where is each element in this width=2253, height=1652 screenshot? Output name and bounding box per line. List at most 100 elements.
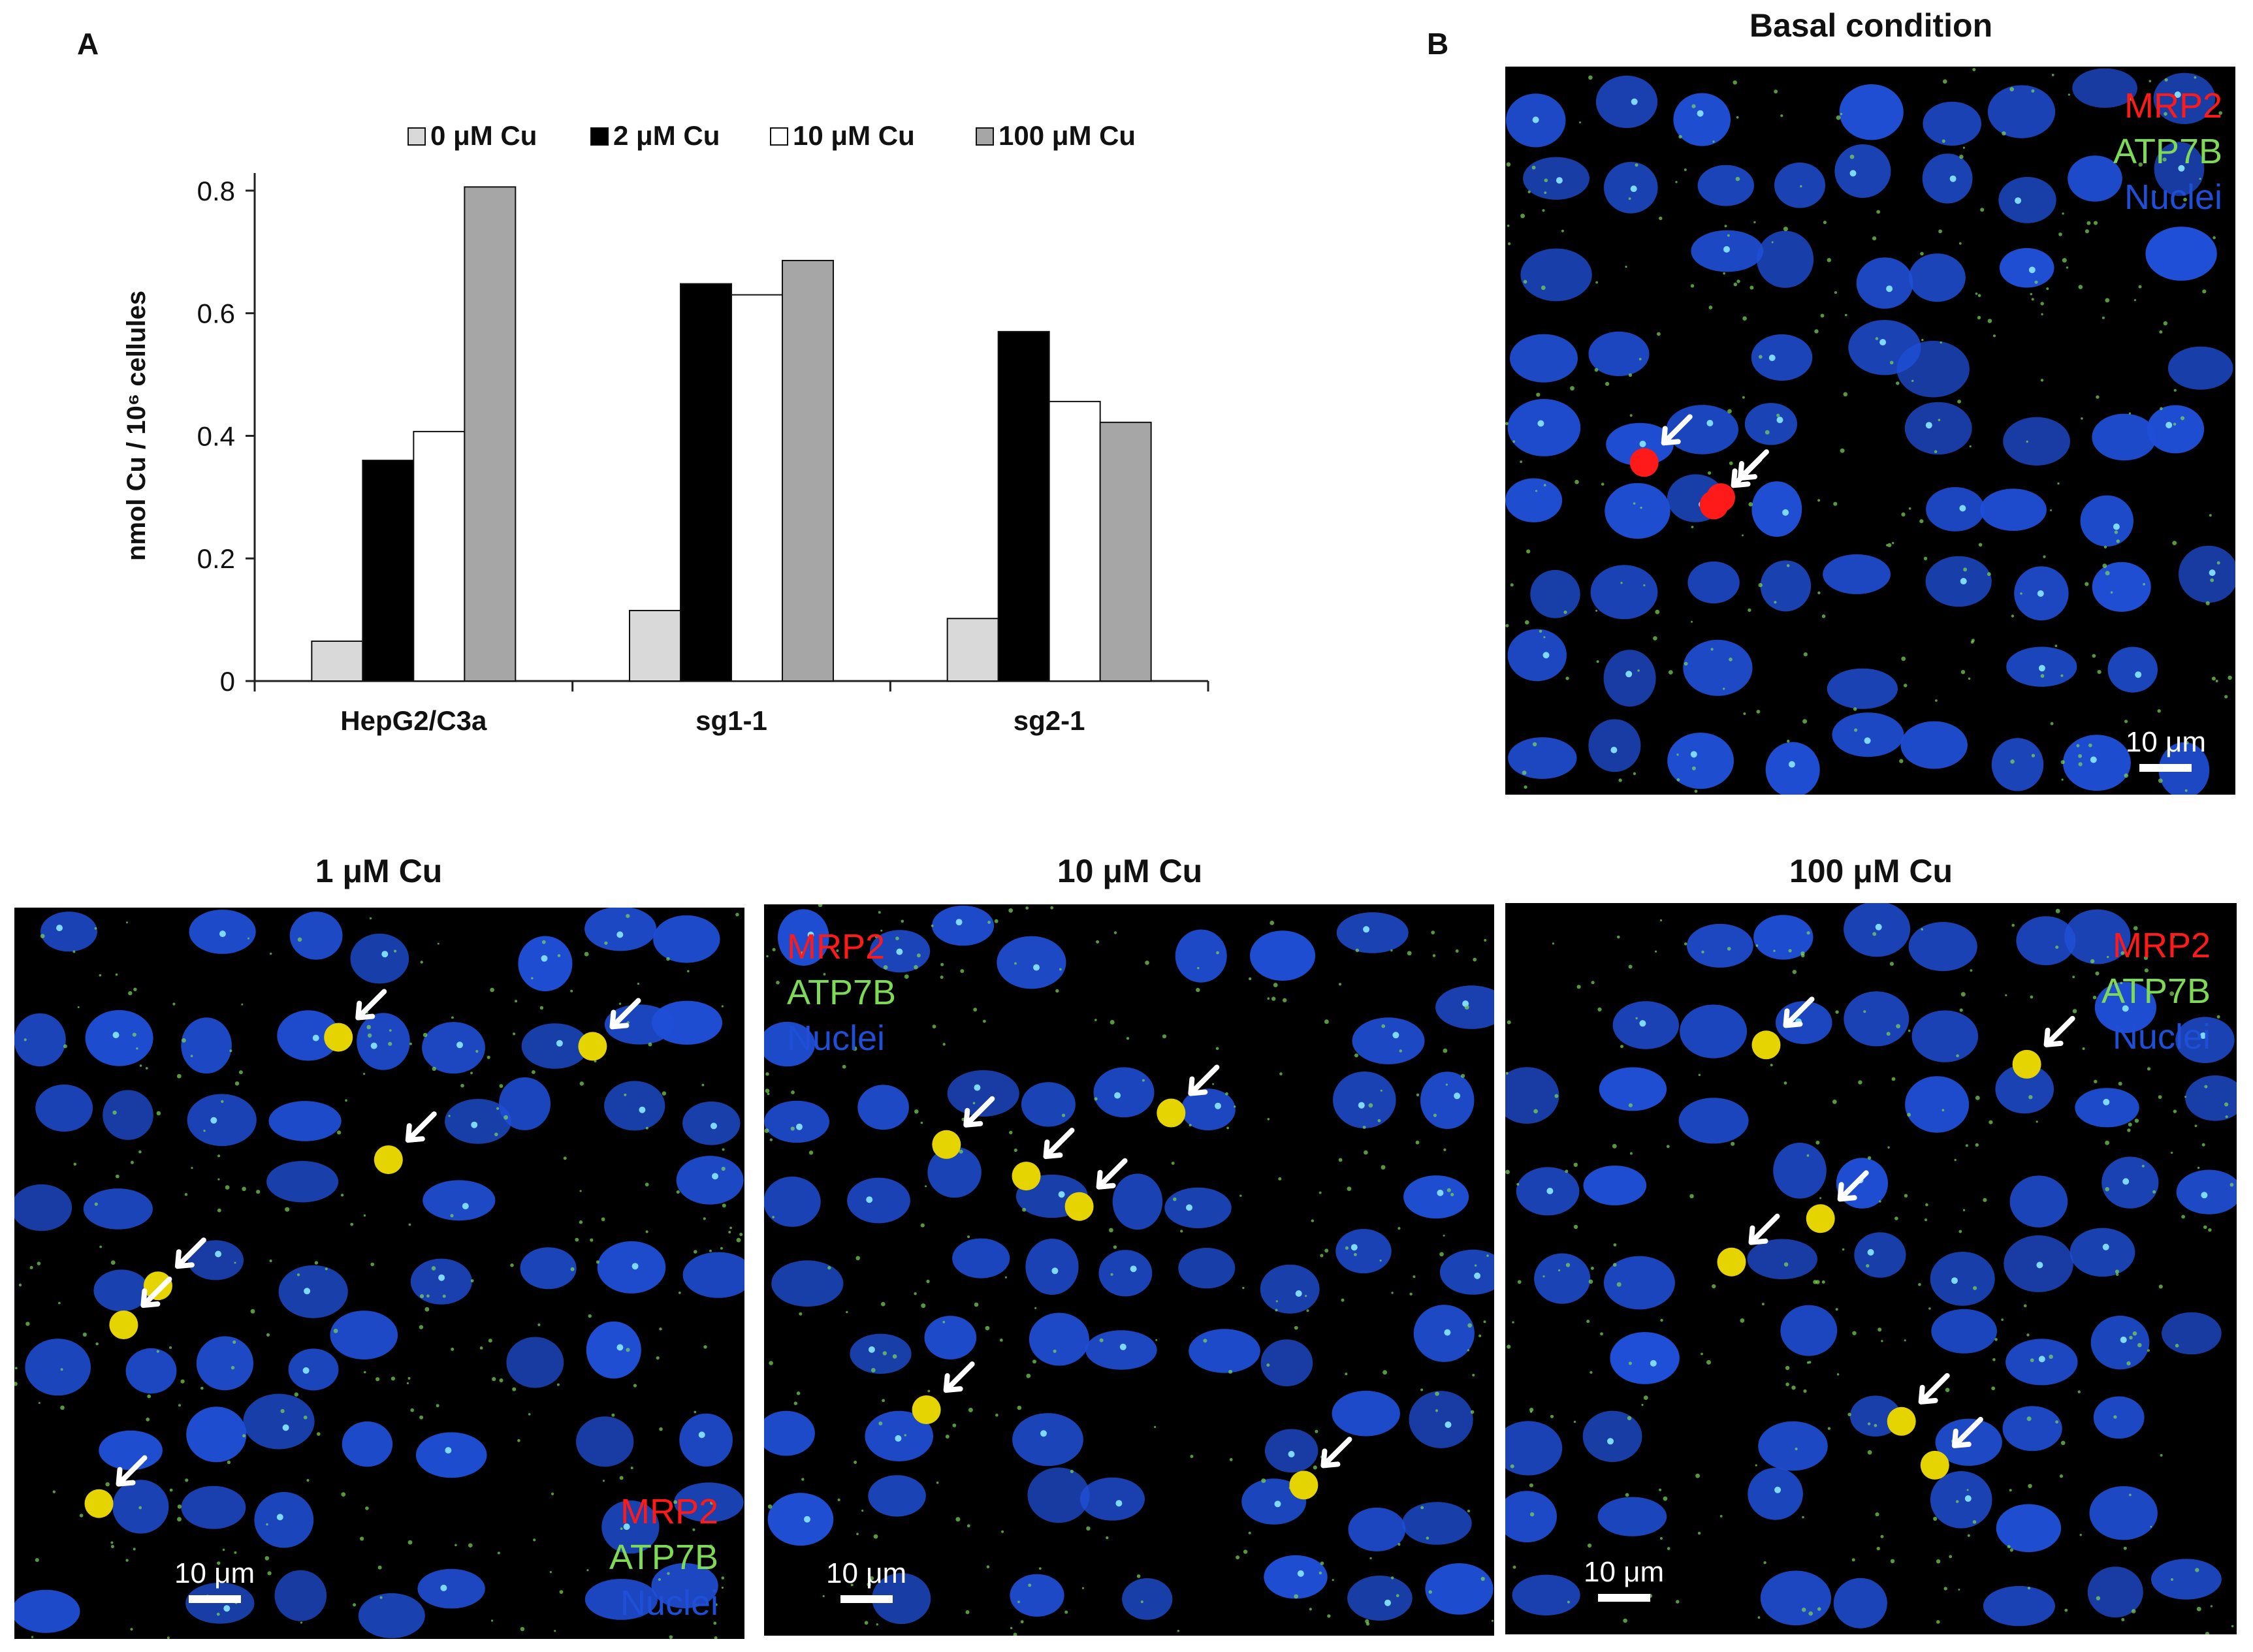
atp7b-speck <box>590 1238 594 1242</box>
canalicular-spot <box>84 1489 114 1518</box>
atp7b-speck <box>1275 1309 1278 1312</box>
atp7b-speck <box>1197 966 1200 970</box>
atp7b-speck <box>765 1072 769 1076</box>
nucleus <box>932 905 995 946</box>
atp7b-speck <box>1983 1198 1987 1202</box>
atp7b-speck <box>1740 1318 1745 1323</box>
atp7b-speck <box>130 1628 133 1631</box>
atp7b-speck <box>1887 1146 1890 1149</box>
atp7b-speck <box>1635 163 1638 167</box>
canalicular-spot <box>1920 1450 1949 1480</box>
atp7b-speck <box>1432 954 1436 957</box>
atp7b-speck <box>1934 450 1938 453</box>
atp7b-speck <box>846 1310 848 1314</box>
nucleolus <box>1532 116 1539 123</box>
nucleolus <box>2038 1356 2045 1363</box>
atp7b-speck <box>2040 674 2045 678</box>
legend-atp7b: ATP7B <box>2101 972 2211 1011</box>
atp7b-speck <box>1533 1109 1538 1114</box>
atp7b-speck <box>419 1415 424 1420</box>
atp7b-speck <box>1266 1363 1270 1367</box>
atp7b-speck <box>1967 1534 1970 1537</box>
atp7b-speck <box>492 1377 496 1382</box>
atp7b-speck <box>1439 1252 1444 1257</box>
nucleus <box>1773 1143 1827 1199</box>
atp7b-speck <box>551 1492 554 1495</box>
nucleus <box>422 1022 485 1074</box>
atp7b-speck <box>63 1044 67 1049</box>
panel-letter-b: B <box>1427 27 1449 61</box>
atp7b-speck <box>864 1621 869 1625</box>
atp7b-speck <box>659 1427 663 1431</box>
scale-bar-line <box>2139 764 2192 772</box>
cu10-title: 10 μM Cu <box>1057 853 1203 889</box>
nucleus <box>1079 1477 1145 1521</box>
atp7b-speck <box>619 1476 624 1480</box>
atp7b-speck <box>855 1256 860 1261</box>
atp7b-speck <box>1155 1339 1158 1341</box>
atp7b-speck <box>2132 1331 2137 1336</box>
atp7b-speck <box>1505 624 1509 627</box>
atp7b-speck <box>172 1002 176 1006</box>
atp7b-speck <box>648 1042 652 1047</box>
atp7b-speck <box>1820 313 1825 318</box>
nucleus <box>1687 923 1753 968</box>
atp7b-speck <box>1381 1024 1386 1028</box>
atp7b-speck <box>666 957 670 961</box>
atp7b-speck <box>1413 1275 1416 1279</box>
atp7b-speck <box>1472 1374 1475 1376</box>
atp7b-speck <box>270 952 272 955</box>
atp7b-speck <box>2120 951 2125 955</box>
atp7b-speck <box>490 1619 494 1622</box>
atp7b-speck <box>1821 1280 1825 1284</box>
y-tick-label: 0.2 <box>197 543 235 574</box>
legend-swatch-1 <box>590 127 609 146</box>
canalicular-spot <box>1012 1162 1041 1191</box>
legend-atp7b: ATP7B <box>609 1538 718 1577</box>
atp7b-speck <box>2072 1009 2077 1013</box>
atp7b-speck <box>1180 1230 1183 1233</box>
atp7b-speck <box>793 1401 797 1405</box>
atp7b-speck <box>2090 959 2095 964</box>
atp7b-speck <box>266 1523 268 1526</box>
nucleus <box>1775 1001 1832 1044</box>
nucleus <box>1909 253 1966 302</box>
nucleus <box>1582 1410 1642 1462</box>
atp7b-speck <box>531 977 534 979</box>
bar-2-1 <box>997 330 1050 682</box>
atp7b-speck <box>1776 413 1780 417</box>
atp7b-speck <box>1867 1156 1872 1160</box>
atp7b-speck <box>2043 555 2046 558</box>
atp7b-speck <box>2154 191 2156 193</box>
atp7b-speck <box>2216 561 2220 565</box>
atp7b-speck <box>1099 1338 1104 1342</box>
atp7b-speck <box>1573 1420 1576 1423</box>
atp7b-speck <box>925 1185 927 1188</box>
atp7b-speck <box>407 1540 413 1545</box>
atp7b-speck <box>586 1569 589 1572</box>
atp7b-speck <box>878 1422 883 1425</box>
atp7b-speck <box>852 1046 857 1051</box>
atp7b-speck <box>739 1233 743 1236</box>
nucleus <box>850 1333 912 1374</box>
atp7b-speck <box>904 1434 906 1437</box>
nucleus <box>1823 554 1891 594</box>
nucleolus <box>456 1041 463 1049</box>
atp7b-speck <box>216 1612 220 1616</box>
atp7b-speck <box>2060 674 2064 677</box>
nucleolus <box>1849 170 1857 177</box>
atp7b-speck <box>242 1186 246 1192</box>
atp7b-speck <box>541 940 546 944</box>
atp7b-speck <box>1935 699 1938 702</box>
atp7b-speck <box>2028 1484 2032 1488</box>
nucleus <box>423 1180 496 1221</box>
atp7b-speck <box>2078 762 2083 767</box>
atp7b-speck <box>921 1303 926 1309</box>
nucleolus <box>866 1196 873 1203</box>
atp7b-speck <box>2163 321 2167 326</box>
atp7b-speck <box>2218 111 2222 115</box>
atp7b-speck <box>1318 1191 1322 1194</box>
nucleolus <box>1625 671 1633 678</box>
atp7b-speck <box>1735 176 1740 182</box>
scale-bar-label: 10 μm <box>2125 726 2206 758</box>
